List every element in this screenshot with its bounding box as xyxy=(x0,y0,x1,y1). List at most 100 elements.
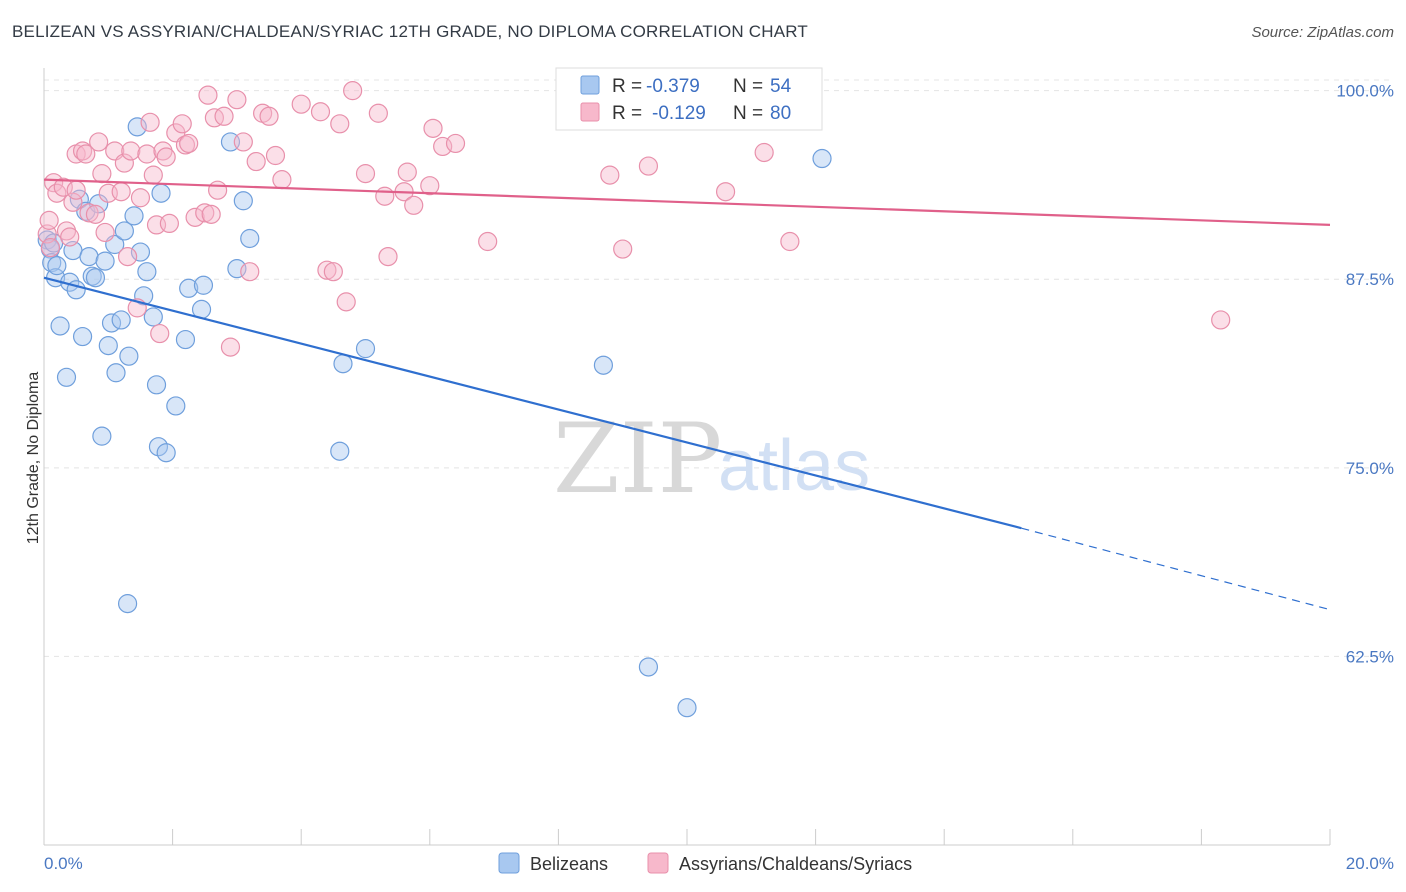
data-point xyxy=(638,657,659,677)
data-point xyxy=(172,114,192,134)
data-point xyxy=(85,268,106,288)
stats-legend-n-label-assyrians: N = xyxy=(733,103,763,124)
data-point xyxy=(146,375,167,395)
data-point xyxy=(114,153,134,173)
data-point xyxy=(153,141,173,161)
data-point xyxy=(151,183,171,203)
data-point xyxy=(60,227,80,247)
data-point xyxy=(368,103,388,123)
data-point xyxy=(92,164,112,184)
data-point xyxy=(175,135,196,155)
y-tick-label: 75.0% xyxy=(1346,459,1394,478)
data-point xyxy=(76,144,96,164)
chart-source: Source: ZipAtlas.com xyxy=(1251,24,1394,41)
x-tick-marks xyxy=(172,829,1331,845)
stats-legend-swatch-belizeans xyxy=(580,75,600,95)
data-point xyxy=(593,355,614,375)
data-point xyxy=(119,346,139,366)
data-point xyxy=(150,323,170,344)
data-point xyxy=(246,151,266,172)
data-point xyxy=(85,204,106,224)
data-point xyxy=(156,443,176,463)
data-point xyxy=(166,396,186,416)
data-point xyxy=(208,180,228,200)
data-point xyxy=(375,186,395,206)
trend-layer xyxy=(43,178,1331,611)
data-point xyxy=(56,221,77,241)
data-point xyxy=(159,213,179,233)
legend-label-assyrians: Assyrians/Chaldeans/Syriacs xyxy=(679,854,912,874)
data-point xyxy=(233,191,253,211)
legend-swatch-assyrians xyxy=(647,852,669,874)
data-point xyxy=(423,118,443,138)
watermark: ZIP atlas xyxy=(553,403,870,515)
data-point xyxy=(323,262,343,282)
data-point xyxy=(111,310,131,330)
data-point xyxy=(404,195,424,215)
data-point xyxy=(98,336,118,356)
data-point xyxy=(600,165,620,185)
data-point xyxy=(50,316,70,336)
y-tick-label: 87.5% xyxy=(1346,270,1394,289)
y-tick-labels: 62.5% 75.0% 87.5% 100.0% xyxy=(1336,82,1394,667)
data-point xyxy=(40,237,61,258)
stats-legend-n-label-belizeans: N = xyxy=(733,76,763,97)
data-point xyxy=(677,698,697,718)
series-belizeans xyxy=(37,117,832,718)
data-point xyxy=(117,594,138,614)
data-point xyxy=(265,145,286,166)
data-point xyxy=(233,132,253,152)
data-point xyxy=(227,90,247,110)
data-point xyxy=(310,102,331,122)
data-point xyxy=(638,156,659,176)
stats-legend-r-value-assyrians: -0.129 xyxy=(652,103,706,124)
stats-legend-n-value-belizeans: 54 xyxy=(770,76,792,97)
data-point xyxy=(72,141,93,161)
stats-legend-swatch-assyrians xyxy=(580,102,600,122)
data-point xyxy=(330,114,350,134)
data-point xyxy=(92,426,112,446)
data-point xyxy=(111,182,131,202)
data-point xyxy=(195,203,215,223)
data-point xyxy=(148,437,169,457)
chart-title: BELIZEAN VS ASSYRIAN/CHALDEAN/SYRIAC 12T… xyxy=(12,22,809,41)
data-point xyxy=(72,326,93,347)
stats-legend-r-value-belizeans: -0.379 xyxy=(646,76,700,97)
data-point xyxy=(79,203,99,223)
stats-legend: R = -0.379 N = 54 R = -0.129 N = 80 xyxy=(555,67,823,131)
data-point xyxy=(336,292,356,312)
data-point xyxy=(114,221,134,241)
data-point xyxy=(330,441,350,461)
data-point xyxy=(272,170,292,190)
data-point xyxy=(95,251,115,271)
data-point xyxy=(397,162,417,182)
data-point xyxy=(175,329,196,350)
data-point xyxy=(214,106,234,126)
data-point xyxy=(445,133,466,154)
data-point xyxy=(42,253,62,273)
stats-legend-r-label-assyrians: R = xyxy=(612,103,642,124)
data-point xyxy=(355,339,376,359)
data-point xyxy=(130,242,151,262)
data-point xyxy=(124,206,144,226)
data-point xyxy=(137,262,157,282)
data-point xyxy=(63,192,83,212)
stats-legend-n-value-assyrians: 80 xyxy=(770,103,791,124)
data-point xyxy=(143,307,163,327)
data-point xyxy=(1211,310,1231,330)
stats-legend-r-label-belizeans: R = xyxy=(612,76,642,97)
data-point xyxy=(127,117,147,137)
data-point xyxy=(143,165,163,185)
data-point xyxy=(140,112,160,132)
data-point xyxy=(179,133,199,154)
data-point xyxy=(420,176,440,196)
data-point xyxy=(156,147,176,167)
data-point xyxy=(66,180,86,200)
trend-line-extension xyxy=(1021,527,1331,611)
data-point xyxy=(343,81,363,101)
watermark-zip: ZIP xyxy=(553,403,722,515)
data-point xyxy=(56,367,77,387)
data-point xyxy=(137,144,157,164)
y-axis-label: 12th Grade, No Diploma xyxy=(25,372,42,545)
data-point xyxy=(204,108,224,128)
